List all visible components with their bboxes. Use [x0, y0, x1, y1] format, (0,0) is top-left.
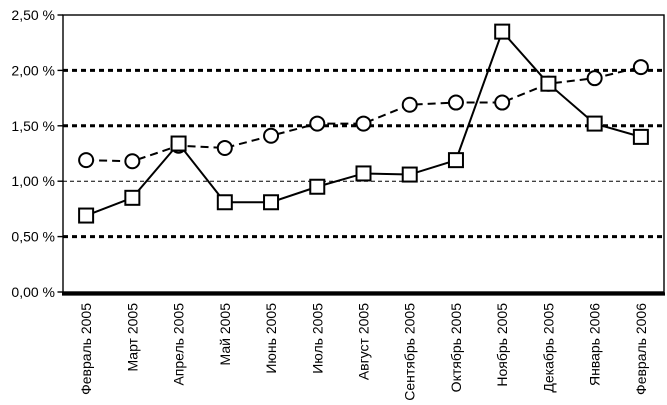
y-axis-label: 2,00 % — [11, 62, 55, 78]
y-axis-label: 0,50 % — [11, 229, 55, 245]
circle-marker — [124, 153, 141, 170]
circle-marker — [401, 96, 418, 113]
circle-marker — [263, 127, 280, 144]
square-marker — [586, 115, 603, 132]
square-marker — [309, 178, 326, 195]
y-axis-label: 2,50 % — [11, 7, 55, 23]
circle-marker — [355, 115, 372, 132]
x-axis-label: Декабрь 2005 — [540, 303, 556, 393]
square-marker — [170, 135, 187, 152]
x-axis-label: Июнь 2005 — [263, 303, 279, 374]
square-marker — [263, 194, 280, 211]
x-axis-label: Сентябрь 2005 — [402, 303, 418, 401]
x-axis-label: Июль 2005 — [309, 303, 325, 374]
square-marker — [78, 207, 95, 224]
series-line-circle — [86, 66, 642, 163]
x-axis-label: Февраль 2005 — [78, 303, 94, 395]
square-marker — [401, 166, 418, 183]
x-axis-label: Ноябрь 2005 — [494, 303, 510, 387]
square-marker — [355, 165, 372, 182]
circle-marker — [216, 139, 233, 156]
square-marker — [494, 23, 511, 40]
square-marker — [540, 75, 557, 92]
square-marker — [632, 128, 649, 145]
circle-marker — [632, 59, 649, 76]
circle-marker — [309, 115, 326, 132]
x-axis-label: Август 2005 — [356, 303, 372, 380]
circle-marker — [494, 94, 511, 111]
square-marker — [216, 194, 233, 211]
plot-border — [62, 14, 665, 293]
y-axis-label: 1,50 % — [11, 118, 55, 134]
circle-marker — [586, 70, 603, 87]
x-axis-label: Январь 2006 — [587, 303, 603, 386]
x-axis-label: Февраль 2006 — [633, 303, 649, 395]
x-axis-label: Май 2005 — [217, 303, 233, 366]
x-axis-label: Март 2005 — [124, 303, 140, 372]
y-axis-label: 0,00 % — [11, 284, 55, 300]
x-axis-label: Октябрь 2005 — [448, 303, 464, 393]
x-axis-label: Апрель 2005 — [171, 303, 187, 386]
circle-marker — [78, 152, 95, 169]
y-axis-label: 1,00 % — [11, 173, 55, 189]
circle-marker — [447, 94, 464, 111]
square-marker — [124, 189, 141, 206]
square-marker — [447, 152, 464, 169]
